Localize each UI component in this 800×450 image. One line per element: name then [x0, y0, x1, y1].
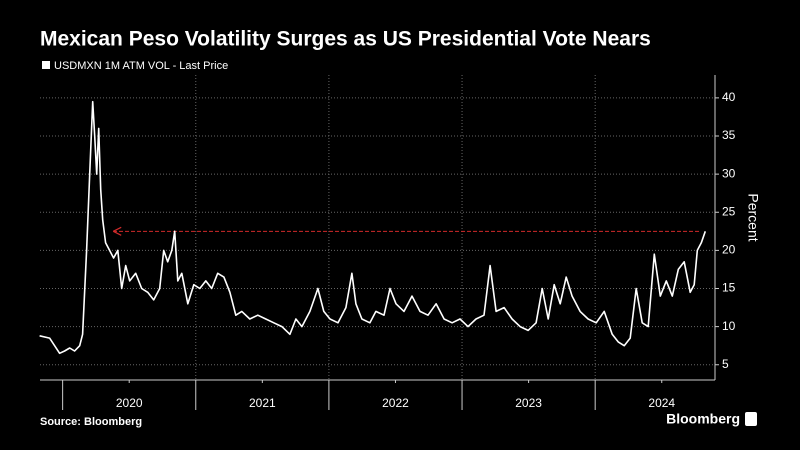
source: Source: Bloomberg [40, 416, 142, 428]
y-tick-label: 10 [722, 319, 736, 333]
line-series [39, 100, 707, 355]
brand-icon [745, 412, 757, 426]
y-tick-label: 20 [722, 243, 736, 257]
legend-swatch [42, 61, 50, 69]
arrow-head [112, 226, 122, 236]
y-tick-label: 35 [722, 128, 736, 142]
x-tick-label: 2022 [382, 396, 409, 410]
legend-label: USDMXN 1M ATM VOL - Last Price [54, 60, 228, 72]
y-tick-label: 5 [722, 357, 729, 371]
x-tick-label: 2021 [249, 396, 276, 410]
brand: Bloomberg [666, 411, 740, 427]
y-tick-label: 15 [722, 281, 736, 295]
chart-title: Mexican Peso Volatility Surges as US Pre… [40, 28, 651, 51]
x-tick-label: 2024 [648, 396, 675, 410]
y-tick-label: 40 [722, 90, 736, 104]
x-tick-label: 2020 [116, 396, 143, 410]
y-tick-label: 25 [722, 204, 736, 218]
x-tick-label: 2023 [515, 396, 542, 410]
y-axis-label: Percent [745, 193, 761, 241]
y-tick-label: 30 [722, 166, 736, 180]
